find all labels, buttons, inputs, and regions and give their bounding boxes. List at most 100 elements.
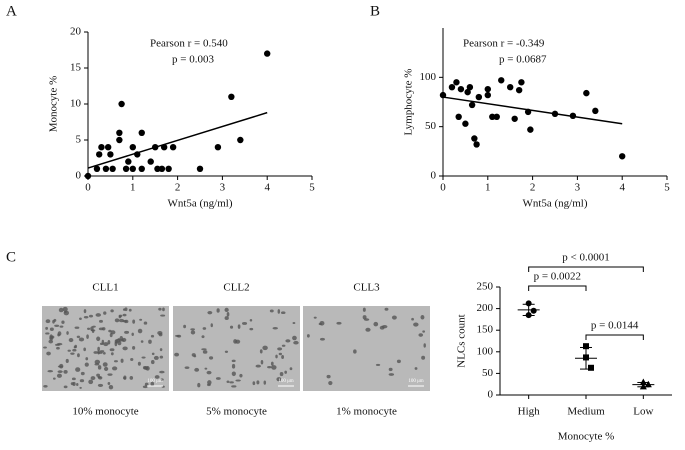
cell bbox=[56, 346, 60, 350]
cell bbox=[107, 382, 111, 385]
cell bbox=[102, 362, 108, 367]
point bbox=[493, 113, 500, 121]
cell bbox=[73, 345, 77, 349]
cell bbox=[204, 367, 208, 370]
cell bbox=[326, 374, 331, 379]
cell bbox=[252, 381, 256, 386]
cell bbox=[119, 339, 125, 342]
cell bbox=[175, 334, 180, 337]
image-label: CLL2 bbox=[223, 282, 249, 294]
point bbox=[448, 84, 456, 91]
cell bbox=[46, 351, 51, 356]
cell bbox=[132, 319, 136, 324]
panel-label: B bbox=[370, 3, 380, 19]
cell bbox=[249, 327, 254, 331]
cell bbox=[224, 316, 229, 320]
y-tick-label: 20 bbox=[70, 26, 82, 38]
cell bbox=[224, 350, 229, 354]
cell bbox=[284, 370, 287, 374]
point bbox=[147, 158, 154, 165]
cell bbox=[122, 313, 127, 317]
cell bbox=[65, 358, 69, 363]
point bbox=[129, 165, 136, 172]
x-tick-label: High bbox=[518, 406, 541, 418]
cell bbox=[285, 339, 291, 343]
cell bbox=[237, 324, 241, 329]
point bbox=[169, 144, 177, 151]
cell bbox=[242, 322, 248, 325]
x-tick-label: 5 bbox=[664, 182, 670, 194]
cell bbox=[80, 371, 85, 376]
cell bbox=[97, 383, 104, 387]
cell bbox=[319, 337, 325, 341]
cell bbox=[79, 379, 85, 383]
cell bbox=[83, 347, 86, 352]
cell bbox=[226, 380, 230, 383]
cell bbox=[97, 346, 100, 352]
cell bbox=[79, 386, 82, 389]
cell bbox=[113, 360, 118, 363]
cell bbox=[78, 337, 85, 342]
micrograph bbox=[42, 306, 169, 391]
cell bbox=[231, 359, 236, 363]
cell bbox=[151, 360, 155, 365]
cell bbox=[87, 327, 91, 331]
cell bbox=[94, 363, 100, 366]
x-tick-label: Low bbox=[633, 406, 653, 418]
cell bbox=[207, 310, 213, 315]
cell bbox=[52, 319, 55, 324]
point bbox=[511, 115, 518, 122]
cell bbox=[118, 318, 125, 323]
cell bbox=[159, 348, 163, 352]
scale-bar-label: 100 μm bbox=[408, 379, 423, 384]
cell bbox=[75, 367, 81, 372]
point bbox=[98, 144, 105, 151]
image-caption: 10% monocyte bbox=[72, 406, 138, 418]
cell bbox=[132, 345, 136, 350]
cell bbox=[83, 316, 89, 319]
cell bbox=[413, 322, 419, 327]
y-axis-label: Lymphocyte % bbox=[403, 69, 415, 136]
cell bbox=[388, 373, 395, 376]
cell bbox=[61, 320, 65, 324]
cell bbox=[381, 324, 388, 329]
cell bbox=[160, 378, 164, 381]
cell bbox=[53, 377, 56, 380]
point bbox=[453, 79, 460, 86]
panel-label: C bbox=[6, 249, 16, 265]
cell bbox=[206, 383, 211, 387]
y-tick-label: 15 bbox=[70, 62, 82, 74]
image-label: CLL1 bbox=[92, 282, 118, 294]
cell bbox=[141, 356, 146, 359]
cell bbox=[102, 351, 106, 355]
point bbox=[462, 120, 469, 127]
cell bbox=[148, 339, 152, 344]
y-tick-label: 150 bbox=[477, 324, 494, 336]
point bbox=[468, 101, 476, 109]
cell bbox=[109, 348, 115, 352]
y-tick-label: 100 bbox=[477, 345, 494, 357]
cell bbox=[59, 363, 64, 369]
cell bbox=[420, 315, 425, 320]
cell bbox=[235, 379, 241, 382]
point bbox=[592, 107, 599, 115]
cell bbox=[120, 358, 124, 363]
cell bbox=[99, 319, 103, 323]
cell bbox=[144, 382, 149, 387]
x-tick-label: 4 bbox=[264, 182, 270, 194]
cell bbox=[414, 367, 418, 370]
cell bbox=[293, 340, 299, 345]
cell bbox=[159, 370, 165, 374]
cell bbox=[269, 309, 274, 313]
y-axis-label: Monocyte % bbox=[48, 76, 60, 133]
x-tick-label: 2 bbox=[530, 182, 536, 194]
image-label: CLL3 bbox=[353, 282, 380, 294]
cell bbox=[208, 356, 214, 360]
cell bbox=[411, 317, 414, 321]
point bbox=[515, 86, 523, 94]
cell bbox=[421, 355, 426, 360]
point bbox=[160, 144, 168, 151]
cell bbox=[74, 326, 80, 329]
cell bbox=[56, 373, 62, 378]
point bbox=[116, 136, 123, 144]
